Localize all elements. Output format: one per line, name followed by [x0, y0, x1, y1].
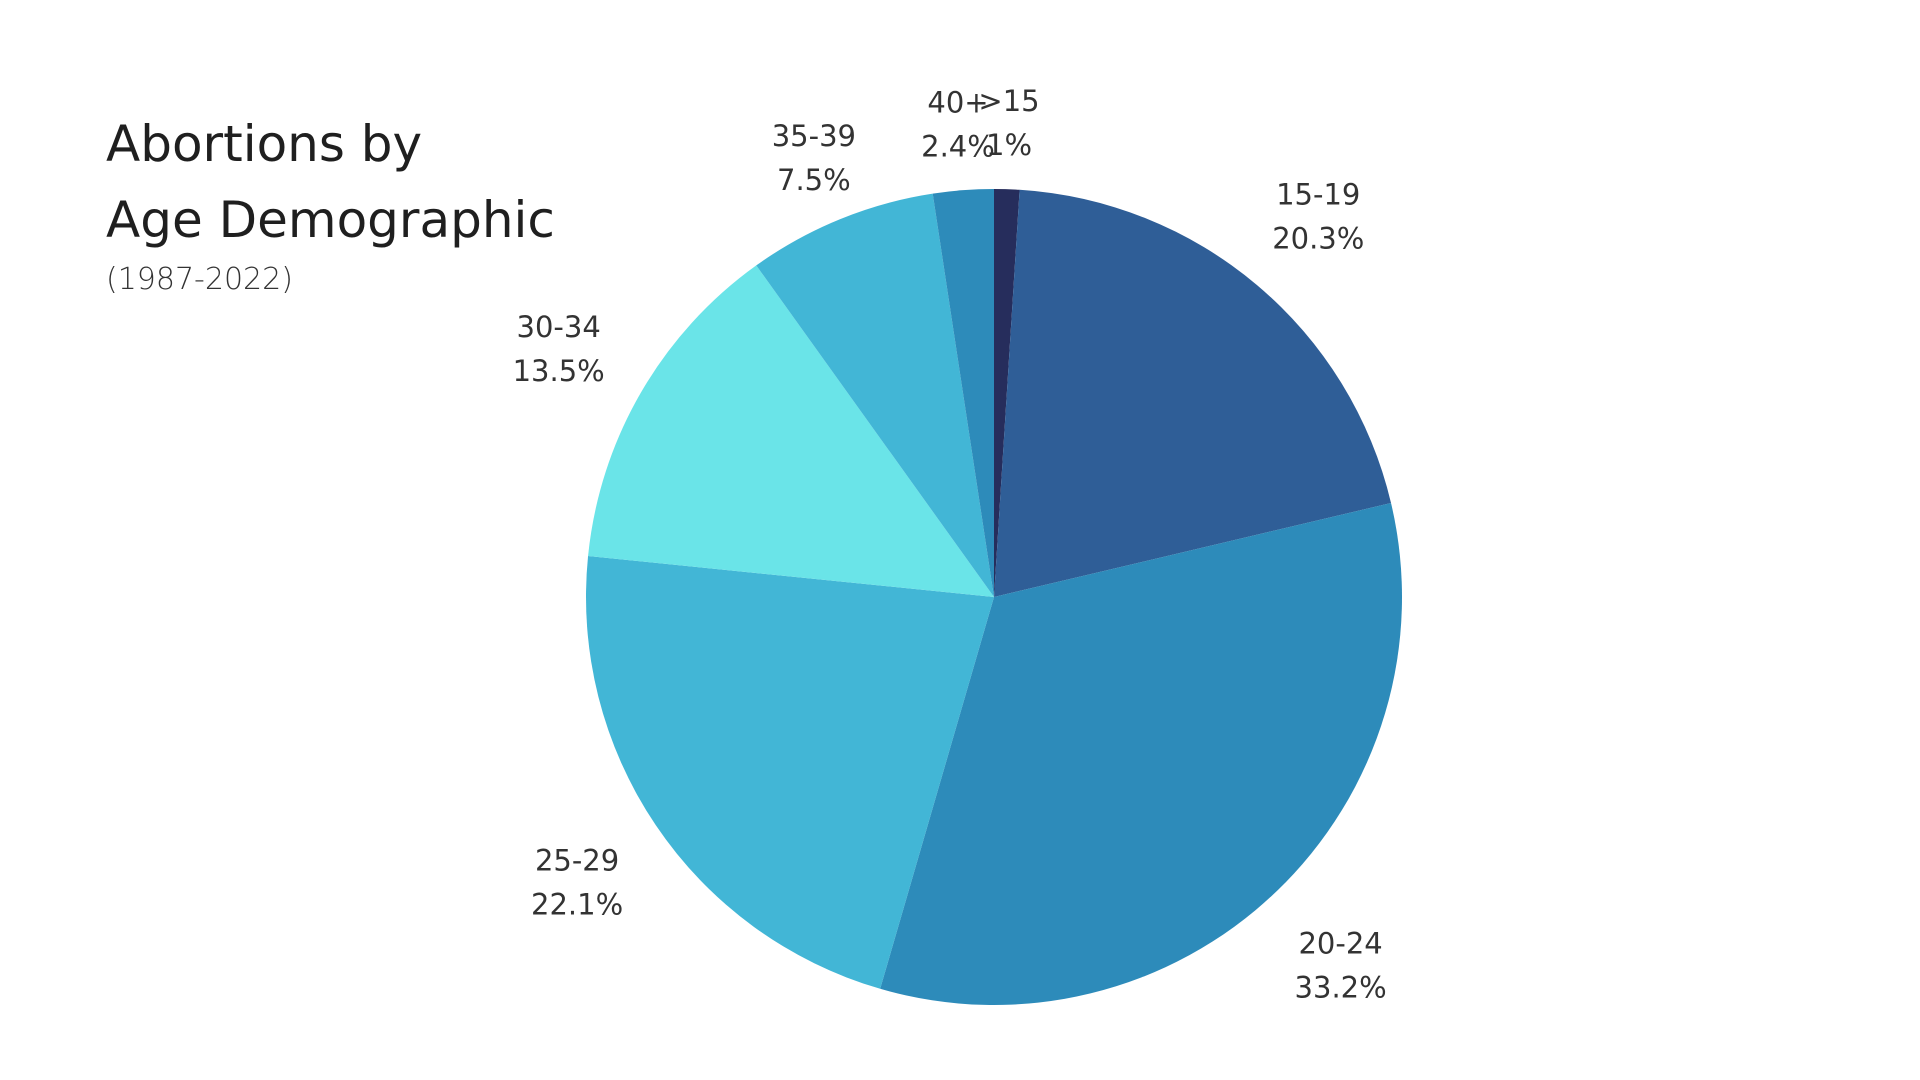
pie-labels: >15 1% 15-19 20.3% 20-24 33.2% 25-29 22.1% 30-34…	[513, 84, 1387, 1004]
pie-slice-40	[932, 189, 994, 597]
slice-value-label: 7.5%	[777, 163, 851, 197]
slice-category-label: 30-34	[517, 310, 601, 344]
slice-value-label: 13.5%	[513, 354, 605, 388]
pie-slice-15-19	[994, 189, 1392, 597]
slice-category-label: 35-39	[772, 119, 856, 153]
pie-slices	[586, 189, 1403, 1006]
pie-slice-15	[994, 189, 1020, 597]
pie-slice-20-24	[880, 503, 1403, 1006]
slice-value-label: 2.4%	[921, 129, 995, 163]
chart-title: Abortions by Age Demographic	[106, 115, 555, 249]
slice-category-label: >15	[978, 84, 1039, 118]
chart-title-block: Abortions by Age Demographic (1987-2022)	[106, 106, 555, 297]
pie-slice-25-29	[586, 556, 994, 989]
slice-category-label: 40+	[927, 85, 988, 119]
slice-category-label: 20-24	[1298, 927, 1382, 961]
pie-slice-35-39	[756, 193, 994, 598]
slice-value-label: 20.3%	[1272, 221, 1364, 255]
slice-value-label: 1%	[986, 128, 1032, 162]
slice-value-label: 22.1%	[531, 887, 623, 921]
slice-category-label: 25-29	[535, 843, 619, 877]
chart-subtitle: (1987-2022)	[106, 262, 293, 297]
slice-category-label: 15-19	[1276, 177, 1360, 211]
slice-value-label: 33.2%	[1295, 971, 1387, 1005]
pie-slice-30-34	[588, 265, 994, 597]
